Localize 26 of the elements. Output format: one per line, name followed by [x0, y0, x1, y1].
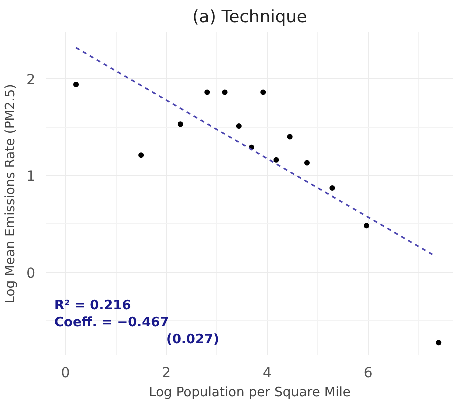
point — [74, 82, 80, 88]
annotation: (0.027) — [166, 332, 220, 348]
y-tick-label: 0 — [26, 266, 36, 282]
y-tick-label: 2 — [26, 72, 36, 88]
point — [204, 90, 210, 96]
y-tick-label: 1 — [26, 169, 36, 186]
chart-title: (a) Technique — [192, 8, 308, 28]
x-tick-label: 4 — [262, 366, 272, 382]
x-axis-title: Log Population per Square Mile — [149, 386, 351, 400]
annotation: R² = 0.216 — [54, 298, 132, 314]
point — [436, 340, 442, 346]
point — [260, 90, 266, 96]
point — [364, 223, 370, 229]
point — [287, 134, 293, 140]
y-axis-title: Log Mean Emissions Rate (PM2.5) — [4, 84, 19, 304]
x-tick-label: 0 — [61, 366, 70, 382]
point — [178, 122, 184, 128]
point — [330, 185, 336, 191]
point — [274, 157, 280, 163]
point — [236, 124, 242, 130]
point — [304, 160, 310, 166]
point — [222, 90, 228, 96]
x-tick-label: 2 — [162, 366, 171, 382]
x-tick-label: 6 — [364, 366, 373, 382]
point — [138, 152, 144, 158]
annotation: Coeff. = −0.467 — [54, 316, 170, 330]
